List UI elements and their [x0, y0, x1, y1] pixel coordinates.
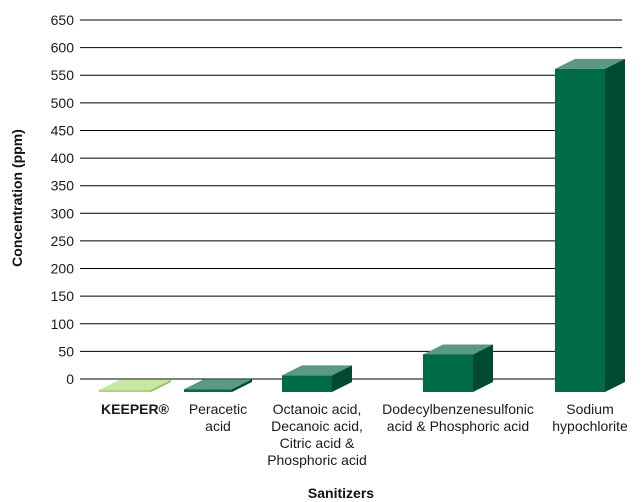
category-label: KEEPER® — [101, 401, 170, 417]
category-label-line: Sodium — [566, 401, 613, 417]
y-tick-label: 450 — [51, 122, 75, 138]
x-axis-categories: KEEPER® Peracetic acid Octanoic acid, Decano… — [101, 401, 628, 468]
category-label-line: hypochlorite — [552, 418, 628, 434]
category-label-line: Citric acid & — [280, 435, 355, 451]
y-tick-label: 650 — [51, 12, 75, 28]
category-label-line: Decanoic acid, — [271, 418, 363, 434]
bar-top-face — [184, 379, 252, 390]
bar-top-face — [423, 344, 493, 355]
y-tick-label: 250 — [51, 233, 75, 249]
bar — [423, 344, 493, 392]
y-tick-label: 0 — [66, 371, 74, 387]
x-axis-title: Sanitizers — [308, 485, 374, 501]
bars — [99, 58, 625, 393]
bar — [555, 58, 625, 393]
category-label-line: Dodecylbenzenesulfonic — [382, 401, 534, 417]
y-tick-label: 150 — [51, 288, 75, 304]
bar-side-face — [232, 379, 252, 392]
category-label-line: KEEPER® — [101, 401, 170, 417]
category-label-line: Phosphoric acid — [267, 452, 367, 468]
category-label: Dodecylbenzenesulfonic acid & Phosphoric … — [382, 401, 534, 434]
y-tick-label: 400 — [51, 150, 75, 166]
y-tick-label: 500 — [51, 95, 75, 111]
bar-side-face — [151, 380, 171, 392]
gridlines — [80, 19, 622, 380]
bar-front-face — [555, 68, 605, 393]
bar-side-face — [605, 58, 625, 393]
y-tick-label: 350 — [51, 178, 75, 194]
category-label-line: acid — [205, 418, 231, 434]
bar-front-face — [184, 389, 232, 392]
bar-top-face — [555, 58, 625, 69]
category-label: Octanoic acid, Decanoic acid, Citric acid … — [267, 401, 367, 468]
bar — [282, 365, 352, 392]
category-label-line: Octanoic acid, — [273, 401, 362, 417]
bar-top-face — [99, 380, 171, 390]
bar-front-face — [282, 375, 332, 392]
bar-top-face — [282, 365, 352, 376]
y-axis-title: Concentration (ppm) — [9, 129, 25, 267]
bar-side-face — [473, 344, 493, 392]
y-tick-label: 600 — [51, 40, 75, 56]
category-label: Peracetic acid — [189, 401, 247, 434]
bar-front-face — [423, 354, 473, 392]
category-label-line: acid & Phosphoric acid — [387, 418, 529, 434]
y-tick-label: 100 — [51, 316, 75, 332]
y-tick-label: 200 — [51, 261, 75, 277]
bar-front-face — [99, 390, 151, 392]
y-tick-label: 300 — [51, 205, 75, 221]
bar — [99, 380, 171, 392]
bar-side-face — [332, 365, 352, 392]
y-tick-label: 550 — [51, 67, 75, 83]
category-label: Sodium hypochlorite — [552, 401, 628, 434]
y-tick-label: 50 — [58, 343, 74, 359]
bar — [184, 379, 252, 392]
y-axis-ticks: 0 50 100 150 200 250 300 350 400 450 500 550 600 650 — [51, 12, 75, 387]
category-label-line: Peracetic — [189, 401, 247, 417]
